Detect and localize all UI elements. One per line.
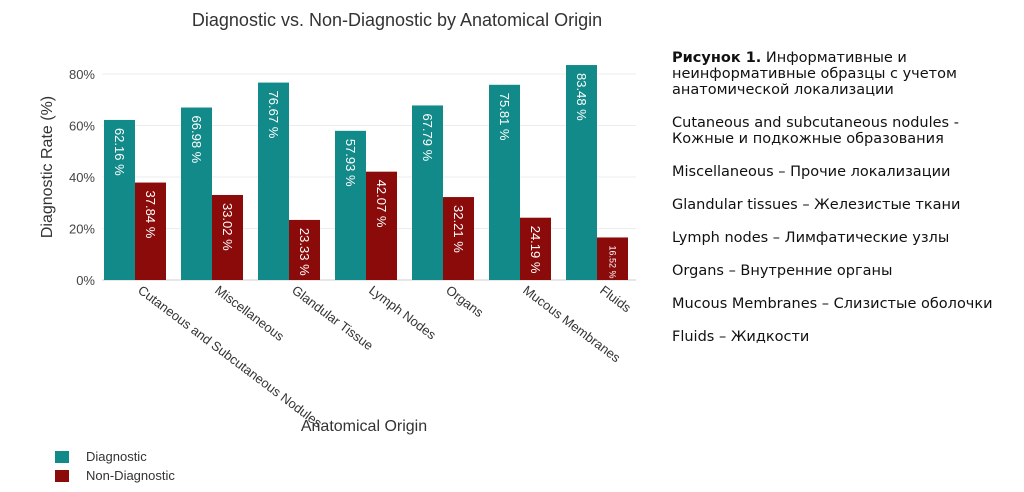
y-tick-label: 0% (76, 273, 95, 288)
legend-swatch-diagnostic (55, 451, 69, 463)
figure-caption: Рисунок 1. Информативные и неинформативн… (672, 50, 1017, 362)
caption-line: Lymph nodes – Лимфатические узлы (672, 230, 950, 246)
bar-diagnostic (181, 107, 212, 281)
y-tick-label: 60% (69, 119, 95, 134)
bar-data-label: 24.19 % (528, 226, 543, 274)
bar-diagnostic (489, 84, 520, 281)
x-tick-label: Glandular Tissue (289, 282, 376, 353)
y-tick-label: 80% (69, 67, 95, 82)
bar-data-label: 75.81 % (497, 93, 512, 141)
x-tick-label: Organs (443, 282, 486, 320)
bar-non-diagnostic (443, 197, 474, 280)
bar-diagnostic (258, 82, 289, 280)
bar-diagnostic (335, 130, 366, 280)
caption-line: Fluids – Жидкости (672, 329, 810, 345)
caption-line: Miscellaneous – Прочие локализации (672, 164, 951, 180)
legend-label-non-diagnostic: Non-Diagnostic (86, 468, 175, 483)
bar-diagnostic (566, 65, 597, 280)
bar-data-label: 67.79 % (420, 113, 435, 161)
bar-non-diagnostic (289, 219, 320, 280)
x-tick-label: Miscellaneous (212, 282, 287, 344)
bar-non-diagnostic (597, 237, 628, 280)
bar-data-label: 83.48 % (574, 73, 589, 121)
caption-line: Organs – Внутренние органы (672, 263, 893, 279)
bar-data-label: 62.16 % (112, 128, 127, 176)
bar-non-diagnostic (520, 217, 551, 280)
caption-line: Mucous Membranes – Слизистые оболочки (672, 296, 993, 312)
chart-title: Diagnostic vs. Non-Diagnostic by Anatomi… (192, 10, 602, 30)
bar-non-diagnostic (366, 171, 397, 280)
bar-data-label: 16.52 % (608, 245, 618, 278)
bar-data-label: 57.93 % (343, 139, 358, 187)
bar-data-label: 23.33 % (297, 228, 312, 276)
x-tick-label: Lymph Nodes (366, 282, 439, 342)
legend: Diagnostic Non-Diagnostic (55, 449, 175, 483)
bar-data-label: 66.98 % (189, 116, 204, 164)
caption-heading: Рисунок 1. Информативные и неинформативн… (672, 50, 1017, 98)
legend-label-diagnostic: Diagnostic (86, 449, 147, 464)
bar-non-diagnostic (212, 194, 243, 280)
x-tick-label: Fluids (597, 282, 634, 315)
bar-data-label: 33.02 % (220, 203, 235, 251)
bar-data-label: 76.67 % (266, 91, 281, 139)
caption-line: Glandular tissues – Железистые ткани (672, 197, 961, 213)
bar-diagnostic (104, 119, 135, 280)
x-axis-label: Anatomical Origin (301, 418, 427, 435)
caption-figure-text: Информативные и неинформативные образцы … (672, 50, 957, 98)
caption-line: Cutaneous and subcutaneous nodules - Кож… (672, 115, 959, 147)
y-axis-label: Diagnostic Rate (%) (39, 96, 56, 238)
bar-data-label: 32.21 % (451, 205, 466, 253)
bar-chart: Diagnostic vs. Non-Diagnostic by Anatomi… (39, 10, 636, 483)
bar-data-label: 42.07 % (374, 180, 389, 228)
y-tick-label: 40% (69, 170, 95, 185)
y-tick-label: 20% (69, 222, 95, 237)
bar-data-label: 37.84 % (143, 191, 158, 239)
bar-diagnostic (412, 105, 443, 280)
caption-figure-label: Рисунок 1. (672, 50, 762, 66)
bar-non-diagnostic (135, 182, 166, 280)
legend-swatch-non-diagnostic (55, 470, 69, 482)
